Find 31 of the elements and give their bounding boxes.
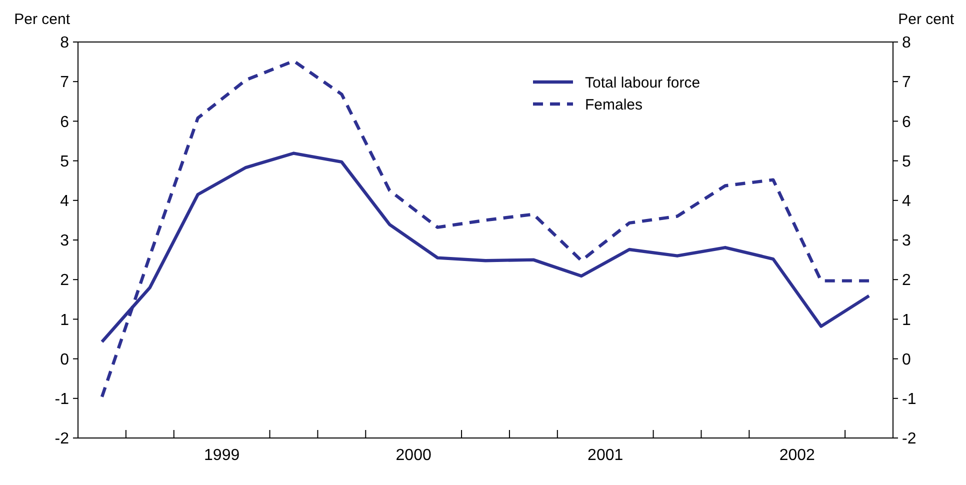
x-tick-label: 2000 <box>396 447 432 464</box>
y2-tick-label: -2 <box>902 430 916 448</box>
x-tick-label: 1999 <box>204 447 240 464</box>
y-tick-label: 4 <box>60 193 70 210</box>
y2-tick-label: 4 <box>902 193 911 210</box>
y-tick-label: 5 <box>60 153 70 170</box>
y-tick-label: 2 <box>60 272 70 290</box>
y2-tick-label: 2 <box>902 272 911 290</box>
y-tick-label: 3 <box>60 232 70 250</box>
x-tick-label: 2001 <box>588 447 624 464</box>
legend-label: Total labour force <box>585 74 700 92</box>
y2-tick-label: 5 <box>902 153 911 170</box>
y-tick-label: 6 <box>60 114 70 131</box>
y-tick-label: 1 <box>60 312 70 329</box>
y2-tick-label: 8 <box>902 34 911 52</box>
y-tick-label: 8 <box>60 34 70 52</box>
y2-tick-label: -1 <box>902 391 916 408</box>
y-tick-label: 0 <box>60 351 70 368</box>
y2-tick-label: 3 <box>902 232 911 250</box>
y2-tick-label: 1 <box>902 312 911 329</box>
x-tick-label: 2002 <box>779 447 816 464</box>
line-series <box>100 59 871 398</box>
y-tick-label: -1 <box>54 391 70 408</box>
y2-tick-label: 7 <box>902 74 911 92</box>
y2-axis-title: Per cent <box>898 11 955 28</box>
y-axis-title: Per cent <box>14 11 71 28</box>
y-tick-label: -2 <box>54 430 70 448</box>
y-tick-label: 7 <box>60 74 70 92</box>
legend-label: Females <box>585 96 643 114</box>
y2-tick-label: 6 <box>902 114 911 131</box>
y2-tick-label: 0 <box>902 351 911 368</box>
